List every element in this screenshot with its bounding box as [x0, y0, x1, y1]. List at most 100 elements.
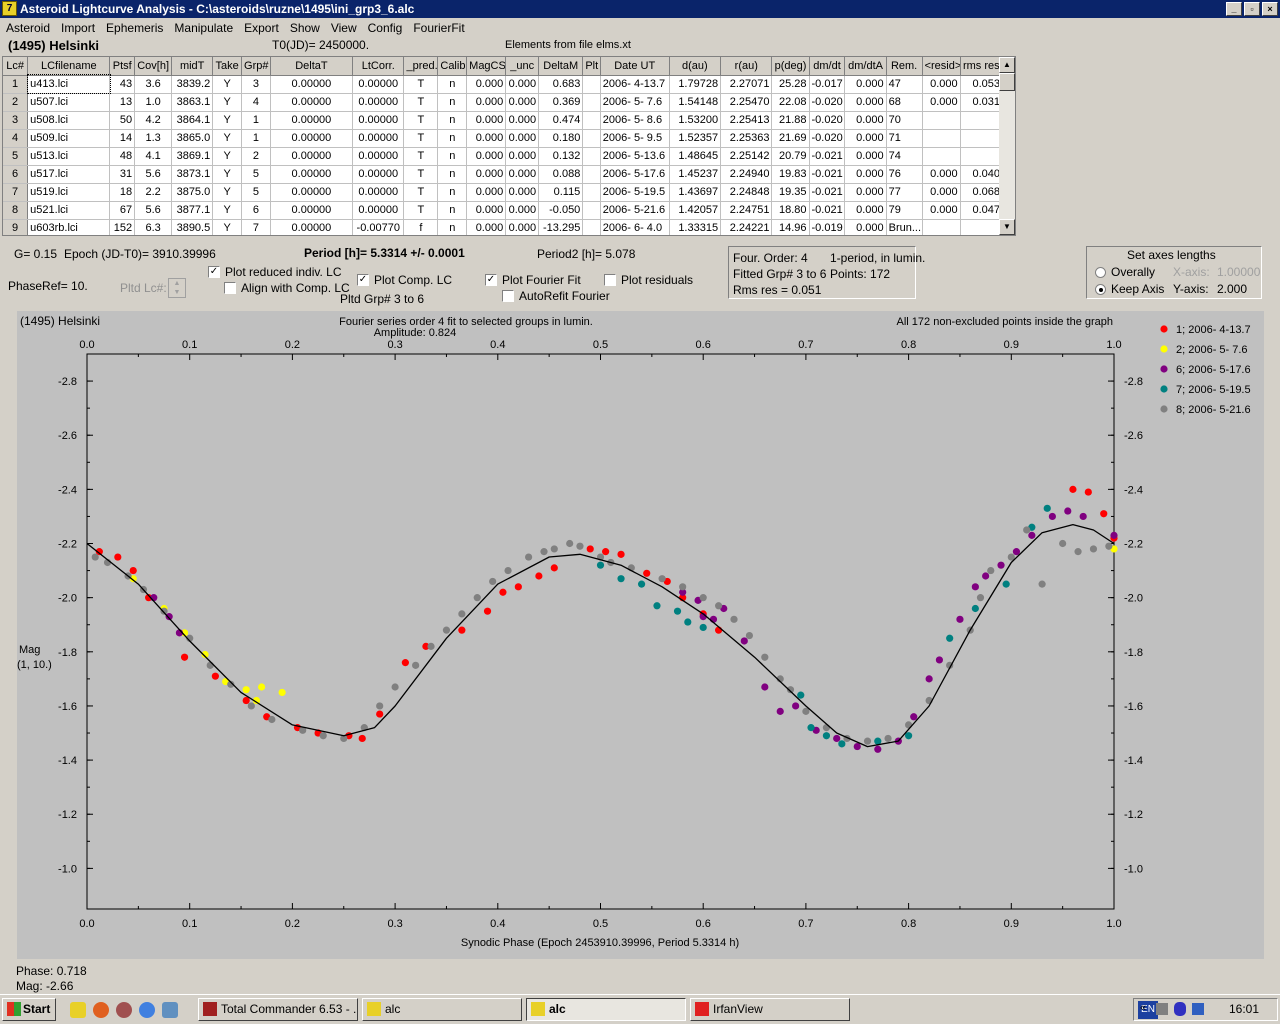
table-cell[interactable]: [922, 111, 961, 130]
alc-quicklaunch-icon[interactable]: [70, 1002, 86, 1018]
plot-fourier-checkbox[interactable]: ✓ Plot Fourier Fit: [485, 273, 581, 287]
table-cell[interactable]: -0.021: [809, 201, 846, 220]
table-cell[interactable]: 0.00000: [270, 75, 354, 94]
table-cell[interactable]: n: [437, 219, 468, 235]
table-cell[interactable]: n: [437, 75, 468, 94]
table-cell[interactable]: 6: [241, 201, 271, 220]
table-cell[interactable]: u507.lci: [27, 93, 111, 112]
table-cell[interactable]: n: [437, 111, 468, 130]
table-cell[interactable]: 0.000: [922, 183, 961, 202]
table-cell[interactable]: 0.000: [922, 93, 961, 112]
table-cell[interactable]: 4: [241, 93, 271, 112]
plot-residuals-checkbox[interactable]: Plot residuals: [604, 273, 693, 287]
table-cell[interactable]: u603rb.lci: [27, 219, 111, 235]
table-cell[interactable]: 1.48645: [669, 147, 722, 166]
column-header[interactable]: dm/dtA: [844, 57, 887, 76]
table-cell[interactable]: 2006- 5- 8.6: [600, 111, 670, 130]
table-cell[interactable]: 0.00000: [270, 111, 354, 130]
table-cell[interactable]: 0.000: [844, 219, 887, 235]
column-header[interactable]: Take: [212, 57, 243, 76]
table-cell[interactable]: [582, 201, 601, 220]
table-cell[interactable]: 1.43697: [669, 183, 722, 202]
table-cell[interactable]: 0.000: [505, 129, 540, 148]
table-cell[interactable]: n: [437, 129, 468, 148]
table-cell[interactable]: T: [403, 147, 439, 166]
column-header[interactable]: MagCS: [466, 57, 507, 76]
table-cell[interactable]: Y: [212, 201, 243, 220]
column-header[interactable]: Calib.: [437, 57, 468, 76]
table-cell[interactable]: [582, 93, 601, 112]
table-cell[interactable]: 2.25363: [720, 129, 773, 148]
table-cell[interactable]: 0.00000: [270, 219, 354, 235]
column-header[interactable]: LCfilename: [27, 57, 111, 76]
table-cell[interactable]: 2: [241, 147, 271, 166]
table-cell[interactable]: 0.000: [466, 93, 507, 112]
table-cell[interactable]: 2.25413: [720, 111, 773, 130]
scroll-thumb[interactable]: [999, 73, 1015, 91]
table-cell[interactable]: 0.180: [538, 129, 584, 148]
taskbar-item-irfanview[interactable]: IrfanView: [690, 998, 850, 1021]
table-cell[interactable]: 0.068: [960, 183, 1004, 202]
table-cell[interactable]: [582, 129, 601, 148]
table-cell[interactable]: 77: [886, 183, 923, 202]
table-cell[interactable]: 25.28: [771, 75, 810, 94]
column-header[interactable]: midT: [171, 57, 214, 76]
table-cell[interactable]: T: [403, 129, 439, 148]
table-cell[interactable]: 18.80: [771, 201, 810, 220]
column-header[interactable]: Date UT: [600, 57, 670, 76]
table-cell[interactable]: -0.017: [809, 75, 846, 94]
table-cell[interactable]: 47: [886, 75, 923, 94]
table-cell[interactable]: Y: [212, 165, 243, 184]
table-cell[interactable]: 0.115: [538, 183, 584, 202]
table-cell[interactable]: 1.3: [134, 129, 173, 148]
table-cell[interactable]: [960, 147, 1004, 166]
table-cell[interactable]: 3875.0: [171, 183, 214, 202]
table-cell[interactable]: n: [437, 93, 468, 112]
table-cell[interactable]: [582, 147, 601, 166]
table-cell[interactable]: 48: [109, 147, 136, 166]
table-cell[interactable]: n: [437, 165, 468, 184]
table-cell[interactable]: -0.021: [809, 183, 846, 202]
table-cell[interactable]: 0.00000: [352, 183, 405, 202]
table-cell[interactable]: [960, 111, 1004, 130]
browser-icon[interactable]: [116, 1002, 132, 1018]
table-cell[interactable]: n: [437, 183, 468, 202]
table-cell[interactable]: 0.000: [505, 93, 540, 112]
tray-app-icon[interactable]: [1192, 1003, 1204, 1015]
table-cell[interactable]: 2.25470: [720, 93, 773, 112]
overall-radio[interactable]: Overally: [1095, 265, 1155, 279]
lightcurve-table[interactable]: Lc# LCfilename Ptsf Cov[h] midT Take Grp# Delta…: [2, 56, 1016, 236]
table-cell[interactable]: 3863.1: [171, 93, 214, 112]
table-cell[interactable]: 0.369: [538, 93, 584, 112]
table-cell[interactable]: Y: [212, 111, 243, 130]
table-cell[interactable]: 3.6: [134, 75, 173, 94]
table-cell[interactable]: Y: [212, 147, 243, 166]
column-header[interactable]: r(au): [720, 57, 773, 76]
table-cell[interactable]: 50: [109, 111, 136, 130]
table-cell[interactable]: [960, 129, 1004, 148]
table-cell[interactable]: T: [403, 165, 439, 184]
table-scrollbar[interactable]: ▲ ▼: [999, 57, 1015, 235]
ie-icon[interactable]: [139, 1002, 155, 1018]
table-cell[interactable]: -0.020: [809, 111, 846, 130]
column-header[interactable]: _unc: [505, 57, 540, 76]
table-cell[interactable]: [922, 129, 961, 148]
column-header[interactable]: Lc#: [3, 57, 29, 76]
table-cell[interactable]: 2006- 5-17.6: [600, 165, 670, 184]
close-button[interactable]: ×: [1262, 2, 1278, 16]
table-cell[interactable]: [582, 219, 601, 235]
menu-manipulate[interactable]: Manipulate: [174, 20, 234, 35]
table-cell[interactable]: 0.000: [466, 129, 507, 148]
table-cell[interactable]: 0.000: [466, 147, 507, 166]
table-cell[interactable]: u513.lci: [27, 147, 111, 166]
table-cell[interactable]: 0.000: [505, 165, 540, 184]
table-cell[interactable]: 21.69: [771, 129, 810, 148]
column-header[interactable]: Grp#: [241, 57, 271, 76]
table-cell[interactable]: 2.24848: [720, 183, 773, 202]
table-cell[interactable]: 0.00000: [352, 75, 405, 94]
menu-import[interactable]: Import: [61, 20, 96, 35]
